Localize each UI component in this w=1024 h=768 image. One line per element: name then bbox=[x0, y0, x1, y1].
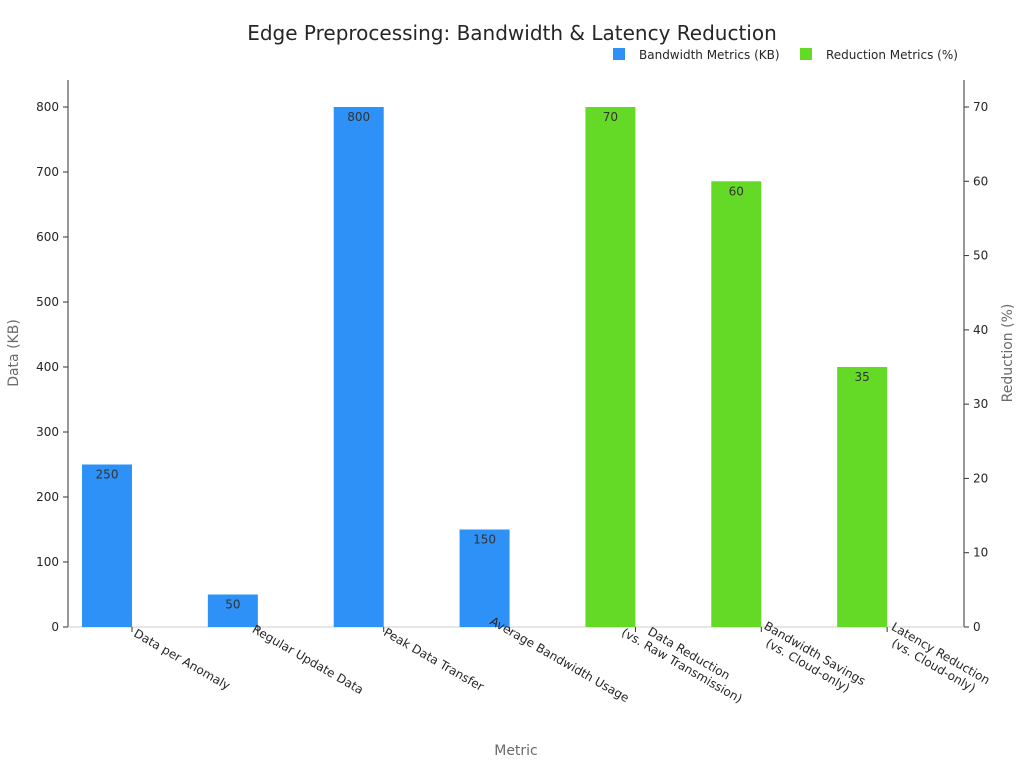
bar bbox=[82, 464, 132, 627]
bar bbox=[711, 181, 762, 628]
bar-value-label: 250 bbox=[96, 468, 119, 482]
right-tick-label: 70 bbox=[973, 100, 988, 114]
axes bbox=[67, 80, 965, 628]
legend-label-bandwidth: Bandwidth Metrics (KB) bbox=[639, 48, 780, 62]
left-tick-label: 400 bbox=[36, 360, 59, 374]
left-tick-label: 700 bbox=[36, 165, 59, 179]
right-tick-label: 50 bbox=[973, 249, 988, 263]
x-axis-title: Metric bbox=[494, 743, 538, 759]
legend-label-reduction: Reduction Metrics (%) bbox=[826, 48, 958, 62]
bar bbox=[333, 107, 384, 627]
bar-value-label: 35 bbox=[855, 370, 870, 384]
left-tick-label: 600 bbox=[36, 230, 59, 244]
bar bbox=[207, 594, 258, 627]
right-tick-label: 40 bbox=[973, 323, 988, 337]
left-tick-label: 0 bbox=[51, 620, 59, 634]
y-axis-title: Data (KB) bbox=[6, 319, 22, 387]
right-tick-label: 10 bbox=[973, 546, 988, 560]
category-label: Regular Update Data bbox=[250, 622, 366, 697]
category-label: Bandwidth Savings(vs. Cloud-only) bbox=[755, 619, 868, 701]
bars bbox=[82, 107, 888, 628]
bar-value-label: 50 bbox=[225, 598, 240, 612]
legend-swatch-reduction bbox=[800, 48, 812, 60]
category-label: Data per Anomaly bbox=[131, 626, 232, 693]
category-label: Peak Data Transfer bbox=[381, 625, 486, 694]
right-tick-label: 0 bbox=[973, 620, 981, 634]
left-axis-ticks: 0 100 200 300 400 500 600 700 800 bbox=[36, 100, 68, 634]
bar-value-label: 800 bbox=[347, 110, 370, 124]
left-tick-label: 500 bbox=[36, 295, 59, 309]
chart-title: Edge Preprocessing: Bandwidth & Latency … bbox=[247, 21, 777, 45]
legend-swatch-bandwidth bbox=[613, 48, 625, 60]
left-tick-label: 300 bbox=[36, 425, 59, 439]
bar-labels: 250 50 800 150 70 60 35 bbox=[96, 110, 870, 612]
right-tick-label: 60 bbox=[973, 174, 988, 188]
right-tick-label: 20 bbox=[973, 471, 988, 485]
bar-value-label: 150 bbox=[473, 533, 496, 547]
bar-value-label: 70 bbox=[603, 110, 618, 124]
y2-axis-title: Reduction (%) bbox=[1000, 304, 1016, 403]
bar bbox=[459, 529, 510, 627]
category-label: Average Bandwidth Usage bbox=[488, 614, 632, 705]
right-axis-ticks: 0 10 20 30 40 50 60 70 bbox=[964, 100, 988, 634]
legend: Bandwidth Metrics (KB) Reduction Metrics… bbox=[613, 48, 958, 62]
bar bbox=[585, 107, 636, 627]
left-tick-label: 200 bbox=[36, 490, 59, 504]
bar-value-label: 60 bbox=[729, 184, 744, 198]
right-tick-label: 30 bbox=[973, 397, 988, 411]
left-tick-label: 800 bbox=[36, 100, 59, 114]
left-tick-label: 100 bbox=[36, 555, 59, 569]
bar bbox=[837, 367, 888, 627]
